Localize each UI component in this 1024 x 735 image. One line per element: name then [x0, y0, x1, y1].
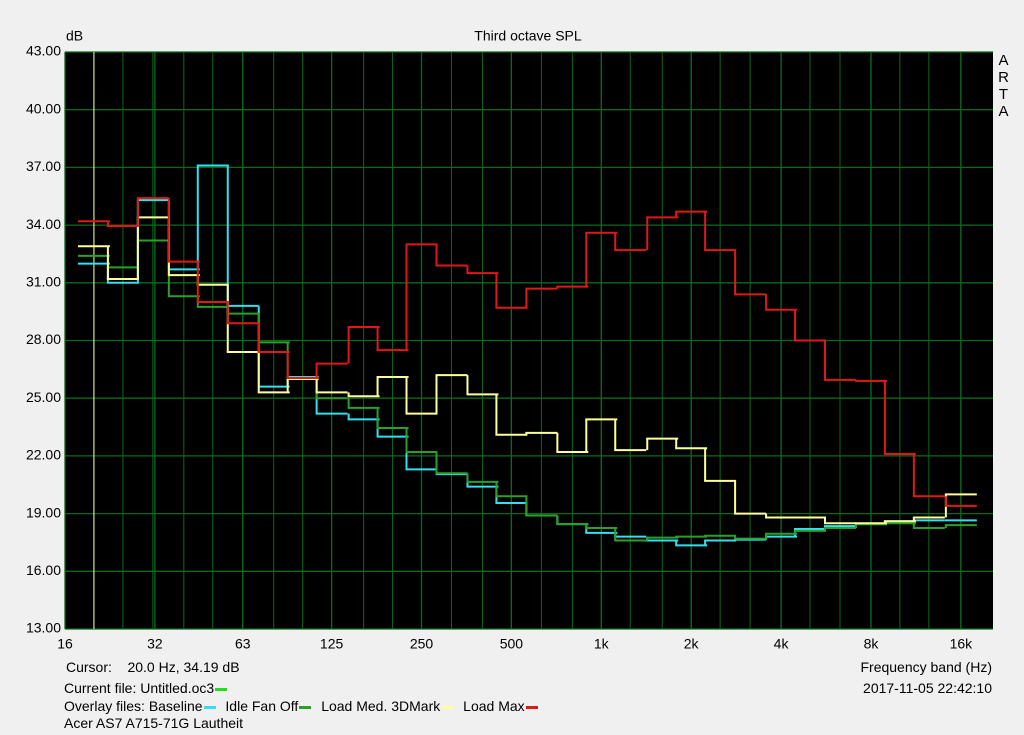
x-tick-label: 4k	[774, 636, 790, 650]
overlay-caption: Overlay files:	[64, 698, 145, 714]
legend-swatch	[441, 705, 454, 709]
cursor-readout: 20.0 Hz, 34.19 dB	[127, 659, 240, 675]
x-tick-label: 32	[147, 636, 163, 650]
y-tick-label: 37.00	[26, 158, 61, 174]
x-tick-label: 16k	[950, 636, 974, 650]
y-tick-label: 22.00	[26, 447, 61, 463]
current-file-caption: Current file:	[64, 680, 137, 696]
legend-label: Baseline	[148, 698, 203, 714]
x-tick-label: 16	[57, 636, 73, 650]
legend: Overlay files: Baseline Idle Fan Off Loa…	[64, 698, 544, 714]
legend-label: Idle Fan Off	[225, 698, 299, 714]
series	[77, 197, 977, 507]
y-tick-label: 16.00	[26, 562, 61, 578]
chart: Third octave SPL dB 13.00 16.00 19.00 22.00…	[26, 28, 993, 650]
y-tick-label: 34.00	[26, 216, 61, 232]
x-tick-label: 1k	[594, 636, 610, 650]
y-tick-label: 25.00	[26, 389, 61, 405]
y-tick-label: 43.00	[26, 43, 61, 59]
legend-label: Load Med. 3DMark	[321, 698, 441, 714]
x-tick-label: 125	[320, 636, 344, 650]
legend-swatch	[525, 705, 538, 709]
x-tick-label: 8k	[864, 636, 880, 650]
cursor-row: Cursor: 20.0 Hz, 34.19 dB	[66, 659, 240, 675]
chart-title: Third octave SPL	[474, 28, 582, 44]
y-tick-label: 40.00	[26, 100, 61, 116]
legend-label: Load Max	[463, 698, 525, 714]
legend-swatch	[299, 705, 312, 709]
x-tick-label: 2k	[684, 636, 700, 650]
current-file-name: Untitled.oc3	[140, 680, 215, 696]
current-file-row: Current file: Untitled.oc3	[64, 680, 233, 696]
x-axis-label: Frequency band (Hz)	[860, 659, 992, 675]
y-tick-label: 31.00	[26, 274, 61, 290]
brand: ARTA	[995, 52, 1012, 120]
x-tick-label: 250	[410, 636, 434, 650]
y-tick-label: 19.00	[26, 504, 61, 520]
x-tick-label: 500	[500, 636, 524, 650]
timestamp: 2017-11-05 22:42:10	[863, 680, 992, 696]
y-tick-label: 28.00	[26, 331, 61, 347]
measurement-title: Acer AS7 A715-71G Lautheit	[64, 715, 244, 731]
legend-swatch	[215, 687, 228, 691]
y-axis-label: dB	[66, 28, 83, 44]
x-tick-label: 63	[235, 636, 251, 650]
legend-swatch	[203, 705, 216, 709]
cursor-caption: Cursor:	[66, 659, 112, 675]
y-tick-label: 13.00	[26, 620, 61, 636]
